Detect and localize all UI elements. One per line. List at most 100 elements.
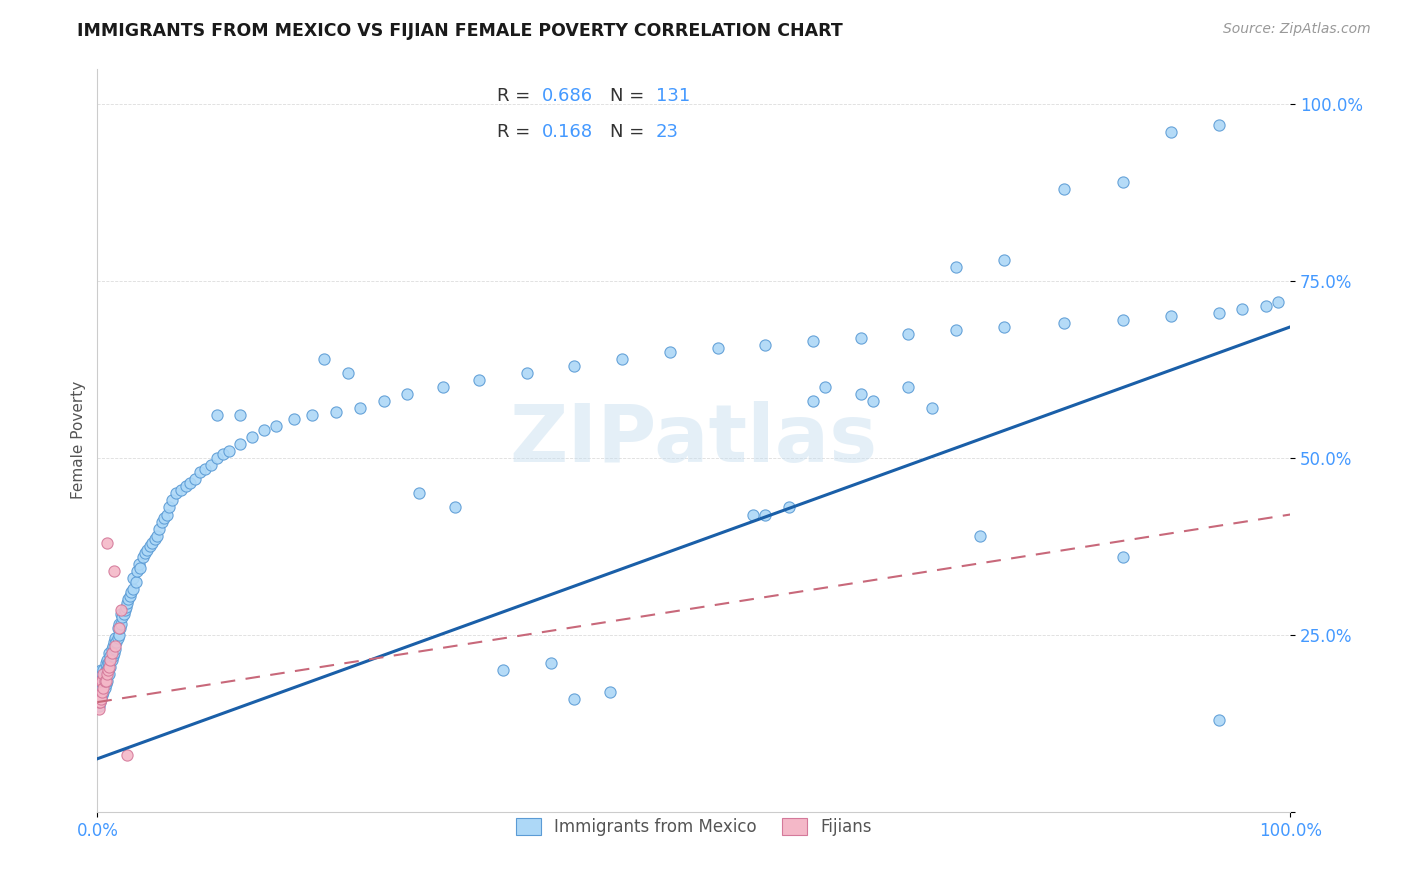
- Point: [1052, 182, 1074, 196]
- Point: [921, 401, 943, 416]
- Point: [184, 472, 207, 486]
- Point: [91, 670, 114, 684]
- Point: [91, 684, 114, 698]
- Point: [396, 387, 419, 401]
- Point: [105, 635, 128, 649]
- Point: [122, 571, 145, 585]
- Point: [89, 688, 111, 702]
- Point: [136, 543, 159, 558]
- Point: [89, 673, 111, 688]
- Point: [155, 508, 177, 522]
- Point: [814, 380, 837, 394]
- Point: [131, 549, 153, 564]
- Point: [91, 681, 114, 695]
- Point: [94, 657, 117, 671]
- Point: [264, 419, 287, 434]
- Point: [1232, 302, 1254, 317]
- Point: [89, 688, 111, 702]
- Point: [104, 642, 127, 657]
- Point: [98, 646, 121, 660]
- Point: [599, 684, 621, 698]
- Point: [174, 479, 197, 493]
- Point: [115, 748, 138, 763]
- Point: [103, 635, 125, 649]
- Point: [94, 670, 117, 684]
- Point: [1052, 317, 1074, 331]
- Point: [122, 582, 145, 596]
- Point: [336, 366, 359, 380]
- Point: [993, 320, 1015, 334]
- Point: [540, 657, 562, 671]
- Point: [253, 423, 276, 437]
- Point: [1112, 313, 1135, 327]
- Point: [754, 337, 776, 351]
- Point: [612, 351, 634, 366]
- Point: [87, 684, 110, 698]
- Point: [91, 673, 114, 688]
- Point: [165, 486, 187, 500]
- Point: [90, 673, 112, 688]
- Point: [91, 684, 114, 698]
- Point: [101, 649, 124, 664]
- Point: [100, 649, 122, 664]
- Point: [100, 642, 122, 657]
- Point: [1208, 713, 1230, 727]
- Point: [1112, 175, 1135, 189]
- Point: [87, 698, 110, 713]
- Point: [115, 599, 138, 614]
- Point: [93, 673, 115, 688]
- Point: [117, 592, 139, 607]
- Point: [96, 536, 118, 550]
- Point: [97, 663, 120, 677]
- Point: [188, 465, 211, 479]
- Point: [98, 657, 121, 671]
- Point: [96, 653, 118, 667]
- Point: [993, 252, 1015, 267]
- Point: [108, 621, 131, 635]
- Point: [94, 677, 117, 691]
- Point: [945, 323, 967, 337]
- Point: [108, 621, 131, 635]
- Text: 0.168: 0.168: [543, 123, 593, 141]
- Point: [148, 522, 170, 536]
- Point: [100, 659, 122, 673]
- Point: [283, 412, 305, 426]
- Point: [104, 639, 127, 653]
- Point: [110, 617, 132, 632]
- Point: [141, 536, 163, 550]
- Point: [194, 461, 217, 475]
- Point: [125, 564, 148, 578]
- Point: [100, 653, 122, 667]
- Text: ZIPatlas: ZIPatlas: [509, 401, 877, 479]
- Text: 131: 131: [655, 87, 690, 105]
- Point: [706, 341, 728, 355]
- Point: [89, 695, 111, 709]
- Point: [96, 673, 118, 688]
- Point: [87, 691, 110, 706]
- Text: R =: R =: [496, 123, 536, 141]
- Point: [103, 646, 125, 660]
- Point: [432, 380, 454, 394]
- Point: [205, 450, 228, 465]
- Point: [1112, 549, 1135, 564]
- Point: [162, 493, 184, 508]
- Point: [143, 533, 166, 547]
- Point: [658, 344, 681, 359]
- Point: [108, 628, 131, 642]
- Point: [897, 380, 920, 394]
- Point: [778, 500, 800, 515]
- Point: [101, 639, 124, 653]
- Point: [87, 702, 110, 716]
- Point: [200, 458, 222, 472]
- Point: [1267, 295, 1289, 310]
- Point: [945, 260, 967, 274]
- Point: [93, 666, 115, 681]
- Point: [1160, 310, 1182, 324]
- Point: [564, 691, 586, 706]
- Point: [100, 653, 122, 667]
- Point: [862, 394, 884, 409]
- Point: [118, 589, 141, 603]
- Point: [94, 663, 117, 677]
- Point: [229, 436, 252, 450]
- Point: [93, 673, 115, 688]
